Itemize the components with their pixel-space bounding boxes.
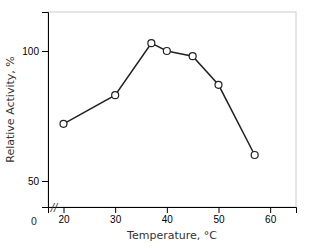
tick-label: 30 — [110, 214, 122, 225]
marker — [215, 81, 222, 88]
tick-label: 20 — [58, 214, 70, 225]
tick: 40 — [162, 207, 174, 225]
annotation: // — [50, 202, 59, 213]
line — [64, 43, 255, 155]
axis-line — [42, 13, 49, 208]
marker — [251, 152, 258, 159]
tick-mark — [42, 181, 48, 182]
tick-label: 50 — [28, 176, 40, 187]
tick: 50 — [213, 207, 225, 225]
marker — [189, 53, 196, 60]
tick-mark — [115, 207, 116, 213]
y-axis: 50 100 — [22, 13, 48, 208]
tick-mark — [167, 207, 168, 213]
marker — [112, 92, 119, 99]
tick: 20 — [58, 207, 70, 225]
marker — [148, 40, 155, 47]
tick-label: 60 — [265, 214, 277, 225]
marker — [163, 48, 170, 55]
plot-frame — [48, 12, 296, 207]
tick-mark — [42, 51, 48, 52]
axis-line — [49, 208, 297, 214]
x-axis-title: Temperature, °C — [126, 229, 217, 242]
tick-mark — [270, 207, 271, 213]
x-axis: 20 30 40 50 60 — [49, 207, 297, 225]
tick: 100 — [22, 46, 48, 57]
tick-label: 100 — [22, 46, 39, 57]
data-layer — [60, 40, 258, 159]
marker — [60, 120, 67, 127]
tick-mark — [64, 207, 65, 213]
tick-label: 40 — [162, 214, 174, 225]
tick: 30 — [110, 207, 122, 225]
tick: 60 — [265, 207, 277, 225]
plot: 20 30 40 50 60 50 100 Temperature, °C Relative A… — [4, 12, 297, 242]
tick: 50 — [28, 176, 48, 187]
chart: 20 30 40 50 60 50 100 Temperature, °C Relative A… — [0, 0, 310, 247]
tick-label: 50 — [213, 214, 225, 225]
annotation: 0 — [31, 216, 37, 227]
tick-mark — [219, 207, 220, 213]
y-axis-title: Relative Activity, % — [4, 56, 17, 162]
